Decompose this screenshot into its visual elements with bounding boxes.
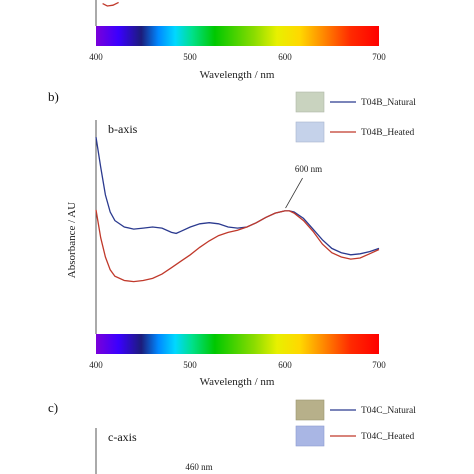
legend-swatch-t04b-heated <box>295 121 325 143</box>
panel-b-label: b) <box>48 89 59 104</box>
legend-swatch-t04c-heated <box>295 425 325 447</box>
panel-a-xtick-400: 400 <box>89 52 103 62</box>
panel-b-annotation-leader <box>285 177 303 209</box>
legend-label-t04c-natural: T04C_Natural <box>361 406 416 416</box>
panel-b-xtick-700: 700 <box>372 360 386 370</box>
panel-b-natural-line <box>95 136 380 256</box>
legend-label-t04b-natural: T04B_Natural <box>361 98 416 108</box>
panel-b-annotation-600nm: 600 nm <box>295 164 322 174</box>
panel-b: b) b-axis T04B_Natural T04B_Heated Absor… <box>48 89 416 388</box>
panel-a-heated-line <box>102 1 119 7</box>
panel-c-label: c) <box>48 400 58 415</box>
panel-b-y-axis-label: Absorbance / AU <box>66 202 78 278</box>
panel-b-legend: T04B_Natural T04B_Heated <box>295 91 416 143</box>
panel-b-axis-name: b-axis <box>108 122 138 136</box>
panel-a-spectrum-bar <box>96 26 379 46</box>
panel-b-xtick-400: 400 <box>89 360 103 370</box>
panel-a-xtick-600: 600 <box>278 52 292 62</box>
panel-c-legend: T04C_Natural T04C_Heated <box>295 399 416 447</box>
panel-b-xtick-600: 600 <box>278 360 292 370</box>
panel-b-heated-line <box>95 209 380 283</box>
panel-a: 400 500 600 700 Wavelength / nm <box>89 0 386 81</box>
panel-a-x-axis-label: Wavelength / nm <box>200 69 275 81</box>
panel-c: c) c-axis 460 nm T04C_Natural T04C_Heate… <box>48 399 416 474</box>
legend-label-t04b-heated: T04B_Heated <box>361 128 415 138</box>
panel-c-axis-name: c-axis <box>108 430 137 444</box>
panel-c-annotation-460nm: 460 nm <box>185 462 212 472</box>
legend-label-t04c-heated: T04C_Heated <box>361 432 415 442</box>
panel-b-xtick-500: 500 <box>183 360 197 370</box>
legend-swatch-t04c-natural <box>295 399 325 421</box>
panel-b-x-axis-label: Wavelength / nm <box>200 376 275 388</box>
panel-a-xtick-500: 500 <box>183 52 197 62</box>
legend-swatch-t04b-natural <box>295 91 325 113</box>
panel-b-spectrum-bar <box>96 334 379 354</box>
panel-a-xtick-700: 700 <box>372 52 386 62</box>
